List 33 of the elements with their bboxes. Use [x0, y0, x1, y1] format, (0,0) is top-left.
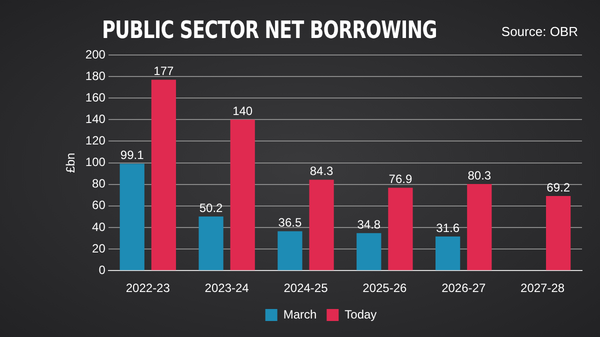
- x-tick-label: 2024-25: [284, 281, 328, 296]
- legend-label: March: [283, 307, 317, 322]
- x-tick-label: 2026-27: [442, 281, 486, 296]
- y-tick-label: 140: [85, 112, 106, 126]
- y-tick-label: 180: [85, 68, 106, 83]
- x-tick-label: 2023-24: [204, 281, 250, 296]
- data-label: 140: [232, 104, 253, 118]
- data-label: 76.9: [388, 172, 412, 186]
- y-tick-label: 120: [85, 134, 106, 148]
- y-tick-label: 160: [85, 90, 106, 104]
- y-tick-label: 80: [92, 176, 106, 191]
- data-label: 80.3: [468, 168, 492, 182]
- data-label: 31.6: [436, 220, 460, 235]
- x-tick-label: 2025-26: [362, 281, 408, 296]
- y-tick-label: 100: [85, 155, 106, 170]
- data-label: 69.2: [546, 180, 570, 194]
- y-tick-label: 20: [92, 241, 106, 256]
- y-axis-title: £bn: [64, 152, 78, 173]
- x-tick-label: 2027-28: [520, 281, 565, 296]
- legend-label: Today: [344, 307, 377, 322]
- y-tick-label: 60: [92, 198, 106, 212]
- data-label: 34.8: [357, 217, 381, 232]
- x-tick-label: 2022-23: [126, 281, 170, 296]
- y-tick-label: 40: [92, 220, 106, 234]
- data-label: 99.1: [120, 148, 144, 162]
- y-tick-label: 0: [98, 262, 106, 277]
- data-label: 84.3: [310, 164, 334, 178]
- y-tick-label: 200: [85, 47, 106, 62]
- data-label: 177: [154, 64, 174, 78]
- data-label: 50.2: [199, 200, 224, 215]
- data-label: 36.5: [278, 216, 302, 230]
- chart-title: PUBLIC SECTOR NET BORROWING: [102, 16, 437, 44]
- source-note: Source: OBR: [501, 24, 578, 39]
